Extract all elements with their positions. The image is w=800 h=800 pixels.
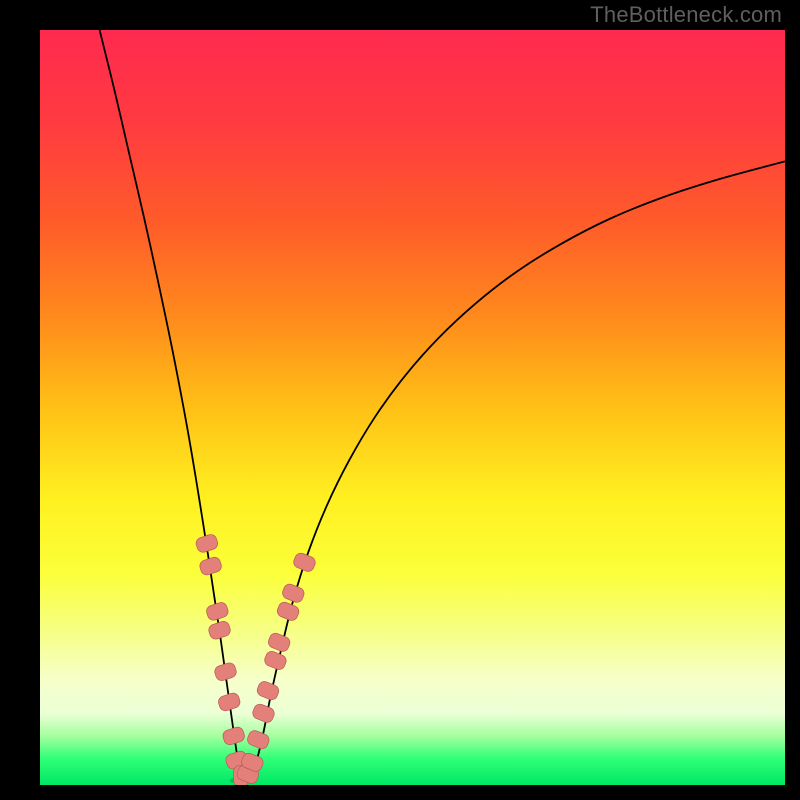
watermark-text: TheBottleneck.com xyxy=(590,2,782,28)
data-marker xyxy=(213,661,238,682)
data-marker xyxy=(267,631,292,653)
data-marker xyxy=(217,692,242,713)
bottleneck-curve-right xyxy=(241,161,785,780)
data-marker xyxy=(205,601,230,622)
plot-area xyxy=(40,30,785,785)
data-marker xyxy=(251,702,276,724)
data-marker xyxy=(292,551,317,573)
data-marker xyxy=(221,726,246,747)
chart-frame: TheBottleneck.com xyxy=(0,0,800,800)
data-marker xyxy=(276,600,301,622)
data-marker xyxy=(195,533,220,554)
data-marker xyxy=(198,556,223,577)
data-marker xyxy=(263,650,288,672)
data-marker xyxy=(246,729,271,751)
data-marker xyxy=(255,680,280,702)
plot-svg xyxy=(40,30,785,785)
data-marker xyxy=(281,582,306,604)
data-marker xyxy=(207,620,232,641)
